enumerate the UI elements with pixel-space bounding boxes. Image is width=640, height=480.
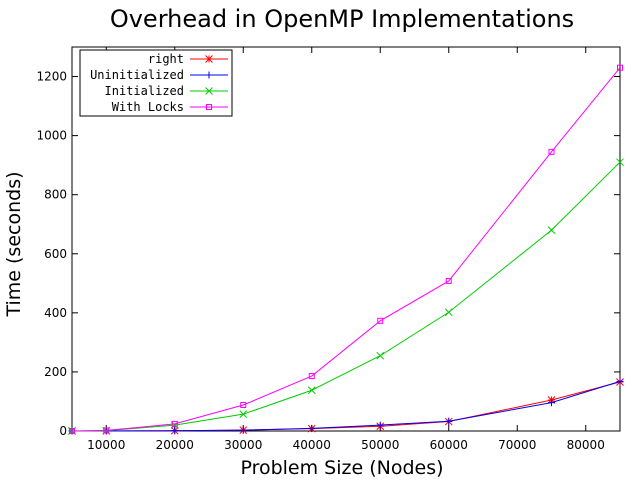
data-point-with-locks	[617, 64, 623, 71]
series-line-with-locks	[71, 67, 621, 432]
y-axis-label: Time (seconds)	[3, 171, 25, 317]
y-tick-label: 600	[44, 247, 67, 261]
x-axis-label: Problem Size (Nodes)	[240, 457, 443, 479]
x-tick-label: 20000	[156, 438, 194, 452]
data-point-with-locks	[548, 148, 555, 155]
data-point-uninitialized	[308, 424, 316, 432]
y-tick-label: 400	[44, 306, 67, 320]
x-tick-label: 60000	[430, 438, 468, 452]
data-point-with-locks	[445, 277, 452, 284]
data-point-uninitialized	[445, 417, 453, 425]
legend-item-initialized: Initialized	[105, 84, 228, 98]
data-point-initialized	[547, 226, 556, 234]
x-tick-label: 50000	[361, 438, 399, 452]
data-point-initialized	[616, 158, 624, 167]
data-point-initialized	[239, 410, 248, 419]
data-point-with-locks	[308, 373, 315, 380]
legend-label: Uninitialized	[90, 68, 184, 82]
legend-marker	[205, 87, 213, 95]
legend-label: With Locks	[112, 100, 184, 114]
x-tick-label: 70000	[498, 438, 536, 452]
series-group	[68, 64, 624, 435]
y-tick-label: 1200	[36, 70, 67, 84]
x-tick-label: 30000	[224, 438, 262, 452]
x-tick-label: 40000	[293, 438, 331, 452]
data-point-uninitialized	[376, 421, 384, 429]
y-tick-label: 0	[59, 424, 67, 438]
data-point-uninitialized	[548, 399, 555, 407]
series-initialized	[68, 158, 624, 435]
data-point-uninitialized	[239, 426, 247, 434]
plot-frame	[71, 46, 621, 432]
axis-ticks: 10000 20000 30000 40000 50000 60000 70000 80000…	[36, 47, 620, 452]
x-tick-label: 10000	[87, 438, 125, 452]
data-point-with-locks	[171, 420, 178, 427]
x-tick-label: 80000	[567, 438, 605, 452]
data-point-with-locks	[377, 317, 384, 324]
data-point-uninitialized	[171, 427, 179, 435]
data-point-uninitialized	[616, 377, 624, 385]
legend-marker	[206, 104, 212, 110]
data-point-initialized	[376, 351, 385, 360]
data-point-initialized	[307, 386, 316, 395]
series-line-uninitialized	[72, 380, 621, 432]
legend-label: Initialized	[105, 84, 184, 98]
legend-item-right: right	[148, 52, 228, 66]
legend-label: right	[148, 52, 184, 66]
chart-title: Overhead in OpenMP Implementations	[110, 5, 574, 33]
legend-marker	[205, 55, 213, 63]
data-point-initialized	[444, 308, 453, 317]
y-tick-label: 800	[44, 188, 67, 202]
data-point-with-locks	[103, 427, 110, 434]
legend-item-with-locks: With Locks	[112, 100, 228, 114]
y-tick-label: 200	[44, 365, 67, 379]
data-point-with-locks	[69, 428, 75, 434]
legend: right Uninitialized Initialized With Locks	[79, 49, 233, 117]
legend-marker	[205, 71, 213, 79]
data-point-with-locks	[240, 402, 247, 409]
series-with-locks	[69, 64, 623, 434]
series-line-initialized	[71, 161, 621, 432]
series-line-right	[72, 381, 621, 432]
y-tick-label: 1000	[36, 129, 67, 143]
legend-item-uninitialized: Uninitialized	[90, 68, 228, 82]
